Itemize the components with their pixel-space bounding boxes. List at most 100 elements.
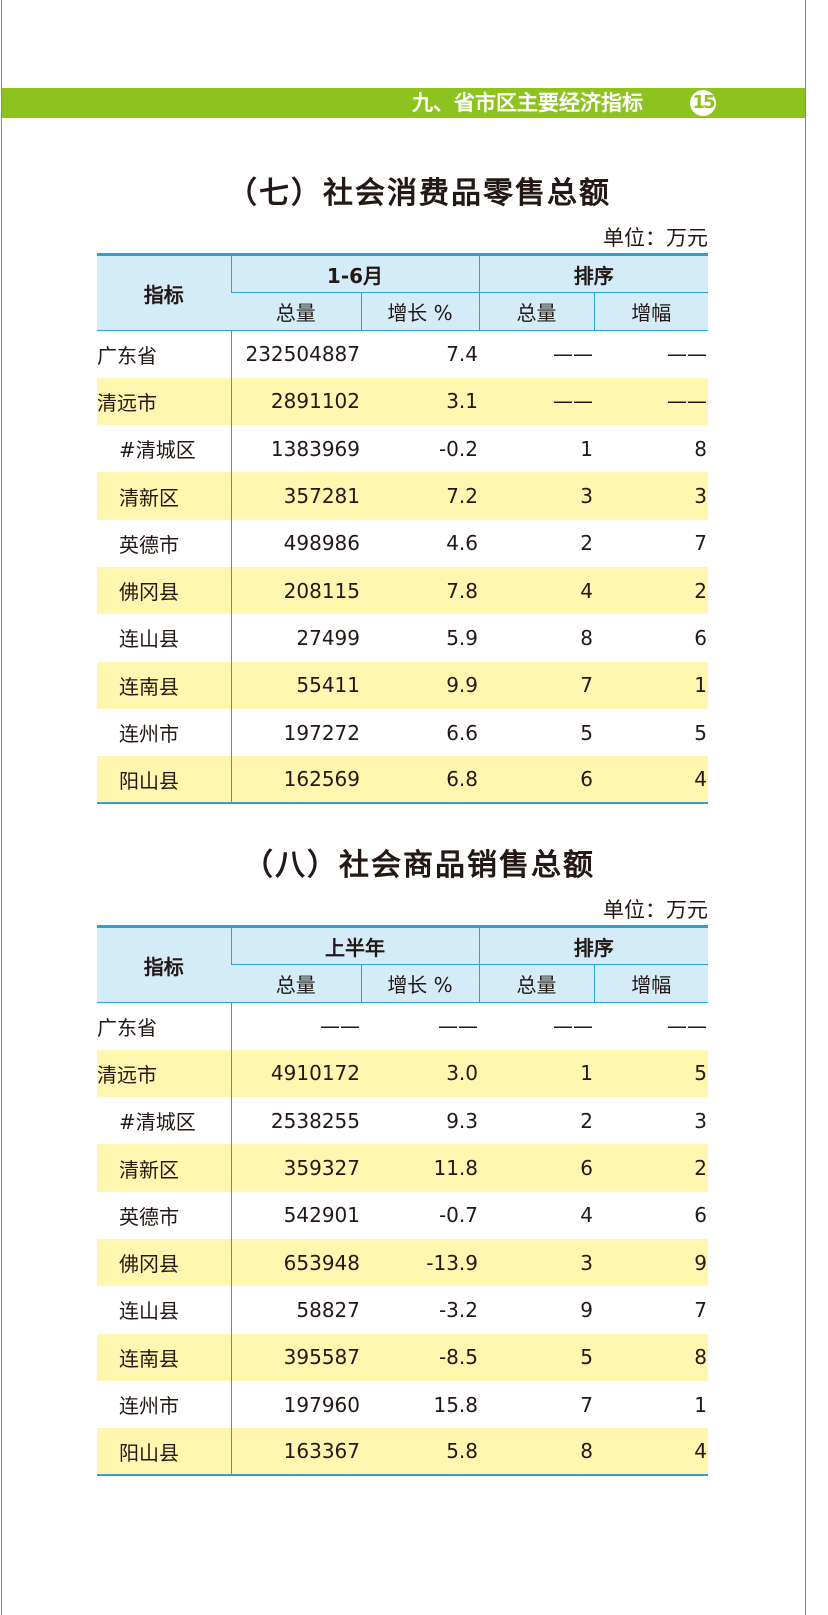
cell: 3.1: [361, 377, 479, 426]
cell: 5: [694, 720, 707, 745]
table-row: 清远市 2891102 3.1 —— ——: [97, 377, 708, 426]
row-label: 清新区: [97, 472, 232, 520]
cell: ——: [479, 377, 594, 426]
header-col: 总量: [478, 292, 594, 331]
table-row: 阳山县 163367 5.8 8 4: [97, 1428, 708, 1477]
header-group-rank: 排序: [478, 925, 708, 965]
cell: 3: [594, 472, 708, 520]
unit-label-retail: 单位：万元: [603, 226, 708, 250]
header-indicator: 指标: [97, 925, 231, 1003]
cell: 5.9: [446, 625, 478, 650]
table-row: 连州市 197960 15.8 7 1: [97, 1380, 708, 1429]
table-title-retail: （七）社会消费品零售总额: [227, 176, 611, 211]
cell: ——: [553, 1014, 593, 1039]
row-label: #清城区: [97, 1097, 232, 1145]
table-row: 英德市 542901 -0.7 4 6: [97, 1191, 708, 1239]
cell: 357281: [231, 472, 361, 520]
cell: 232504887: [245, 342, 360, 367]
cell: 4.6: [446, 531, 478, 556]
header-col: 总量: [478, 964, 594, 1003]
table-row: 连山县 58827 -3.2 9 7: [97, 1286, 708, 1334]
cell: 6: [694, 1203, 707, 1228]
unit-label-commodity: 单位：万元: [603, 898, 708, 922]
cell: 653948: [231, 1238, 361, 1287]
header-indicator: 指标: [97, 253, 231, 331]
cell: ——: [438, 1014, 478, 1039]
cell: 3: [479, 1238, 594, 1287]
row-label: 连州市: [97, 708, 232, 757]
cell: 7: [694, 531, 707, 556]
cell: 208115: [231, 566, 361, 615]
row-label: #清城区: [97, 425, 232, 473]
header-col: 总量: [231, 292, 361, 331]
table-row: #清城区 2538255 9.3 2 3: [97, 1097, 708, 1145]
row-label: 连州市: [97, 1380, 232, 1429]
row-label: 英德市: [97, 1191, 232, 1239]
table-row: 连南县 55411 9.9 7 1: [97, 661, 708, 709]
cell: -13.9: [361, 1238, 479, 1287]
cell: 8: [580, 625, 593, 650]
table-title-commodity: （八）社会商品销售总额: [243, 848, 595, 883]
header-col: 总量: [231, 964, 361, 1003]
table-row: 佛冈县 653948 -13.9 3 9: [97, 1238, 708, 1287]
cell: 3: [479, 472, 594, 520]
row-label: 阳山县: [97, 1428, 232, 1477]
cell: 11.8: [361, 1144, 479, 1192]
cell: 58827: [296, 1297, 360, 1322]
row-label: 清远市: [97, 1049, 232, 1098]
header-col: 增长 %: [360, 292, 479, 331]
cell: ——: [553, 342, 593, 367]
row-label: 清远市: [97, 377, 232, 426]
retail-sales-table: 指标 1-6月 排序 总量 增长 % 总量 增幅 广东省 232504887 7.4 —— —— 清…: [97, 253, 708, 805]
row-label: 佛冈县: [97, 566, 232, 615]
cell: 8: [479, 1428, 594, 1477]
cell: 5: [594, 1049, 708, 1098]
cell: -0.7: [438, 1203, 478, 1228]
cell: 3.0: [361, 1049, 479, 1098]
cell: 2: [594, 566, 708, 615]
cell: 2: [580, 531, 593, 556]
table-row: 连南县 395587 -8.5 5 8: [97, 1333, 708, 1381]
table-row: 英德市 498986 4.6 2 7: [97, 519, 708, 567]
cell: 6.8: [361, 756, 479, 805]
table-row: #清城区 1383969 -0.2 1 8: [97, 425, 708, 473]
section-header-bar: 九、省市区主要经济指标 15: [2, 88, 805, 118]
row-label: 广东省: [97, 1002, 232, 1050]
cell: 2891102: [231, 377, 361, 426]
cell: 9.3: [446, 1108, 478, 1133]
cell: 3: [694, 1108, 707, 1133]
cell: 6.6: [446, 720, 478, 745]
row-label: 阳山县: [97, 756, 232, 805]
table-row: 广东省 232504887 7.4 —— ——: [97, 330, 708, 378]
cell: 197272: [283, 720, 360, 745]
cell: ——: [667, 1014, 707, 1039]
cell: 4910172: [231, 1049, 361, 1098]
header-col: 增幅: [593, 964, 708, 1003]
cell: 9: [594, 1238, 708, 1287]
cell: 1: [694, 1392, 707, 1417]
cell: 7: [694, 1297, 707, 1322]
cell: 4: [594, 756, 708, 805]
cell: 197960: [283, 1392, 360, 1417]
page-number-badge: 15: [690, 90, 716, 116]
cell: 4: [594, 1428, 708, 1477]
cell: ——: [667, 342, 707, 367]
row-label: 英德市: [97, 519, 232, 567]
cell: 1: [594, 661, 708, 709]
row-label: 连南县: [97, 661, 232, 709]
header-group-period: 1-6月: [230, 253, 479, 293]
cell: 4: [479, 566, 594, 615]
cell: 6: [479, 756, 594, 805]
cell: 7: [479, 661, 594, 709]
table-row: 阳山县 162569 6.8 6 4: [97, 756, 708, 805]
cell: 6: [479, 1144, 594, 1192]
cell: 5: [580, 720, 593, 745]
cell: 2538255: [270, 1108, 360, 1133]
cell: 163367: [231, 1428, 361, 1477]
cell: 8: [594, 1333, 708, 1381]
cell: -8.5: [361, 1333, 479, 1381]
table-row: 广东省 —— —— —— ——: [97, 1002, 708, 1050]
table-row: 连州市 197272 6.6 5 5: [97, 708, 708, 757]
header-group-rank: 排序: [478, 253, 708, 293]
cell: 6: [694, 625, 707, 650]
